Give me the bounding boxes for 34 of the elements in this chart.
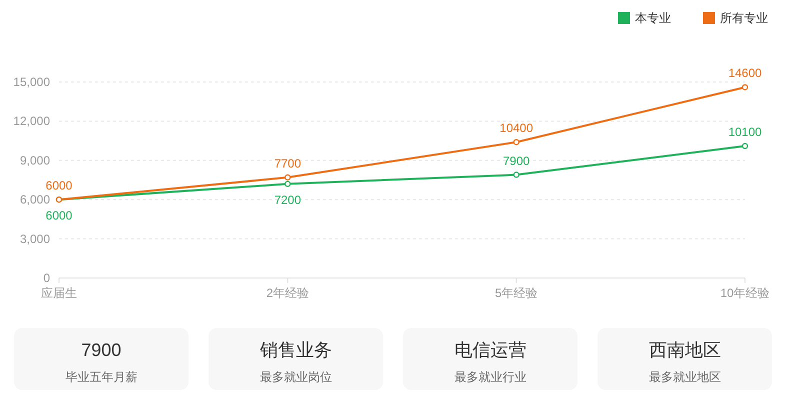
point xyxy=(513,172,520,178)
data-label: 10100 xyxy=(728,125,762,140)
text: 电信运营 xyxy=(454,340,526,360)
legend-label: 所有专业 xyxy=(720,11,768,25)
y-tick-label: 9,000 xyxy=(20,153,50,168)
data-label: 7900 xyxy=(502,154,530,168)
data-label: 6000 xyxy=(46,178,73,193)
data-label: 7200 xyxy=(274,192,302,207)
point xyxy=(284,174,291,180)
x-tick-label: 2年经验 xyxy=(266,286,310,300)
point xyxy=(742,84,748,90)
text: 最多就业行业 xyxy=(454,370,526,384)
legend-label: 本专业 xyxy=(635,11,671,25)
data-label: 10400 xyxy=(500,121,534,136)
data-label: 14600 xyxy=(728,66,762,80)
x-tick-label: 应届生 xyxy=(41,286,77,300)
text: 毕业五年月薪 xyxy=(65,370,138,384)
y-tick-label: 12,000 xyxy=(13,114,50,128)
x-tick-label: 10年经验 xyxy=(720,286,770,300)
y-tick-label: 6,000 xyxy=(20,192,50,207)
point xyxy=(742,142,748,150)
text: 最多就业岗位 xyxy=(260,370,332,384)
y-tick-label: 15,000 xyxy=(13,75,50,89)
point xyxy=(284,180,291,188)
data-label: 7700 xyxy=(274,156,302,170)
text: 西南地区 xyxy=(648,340,721,360)
data-label: 6000 xyxy=(46,208,73,223)
point xyxy=(513,139,520,146)
text: 最多就业地区 xyxy=(648,370,721,384)
text: 销售业务 xyxy=(258,340,332,360)
y-tick-label: 0 xyxy=(43,271,50,285)
y-tick-label: 3,000 xyxy=(20,232,50,246)
x-tick-label: 5年经验 xyxy=(494,286,538,300)
text: 7900 xyxy=(81,340,122,360)
